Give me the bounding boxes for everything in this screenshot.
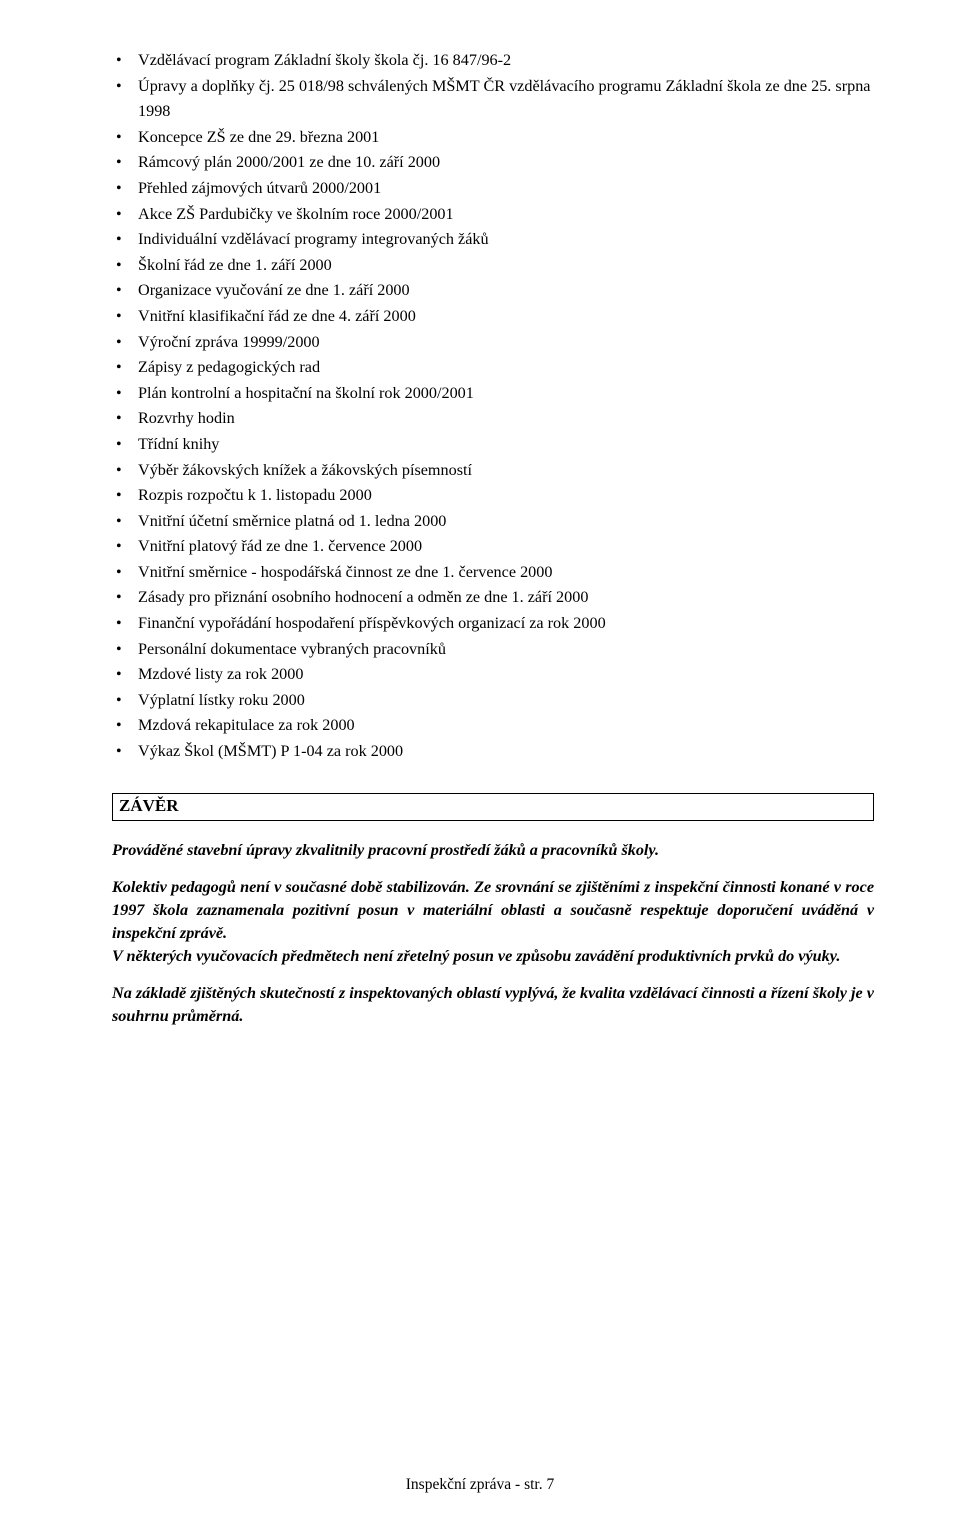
list-item: Vzdělávací program Základní školy škola …	[112, 48, 874, 74]
bullet-list: Vzdělávací program Základní školy škola …	[112, 48, 874, 765]
list-item: Výroční zpráva 19999/2000	[112, 330, 874, 356]
list-item: Individuální vzdělávací programy integro…	[112, 227, 874, 253]
page-footer: Inspekční zpráva - str. 7	[0, 1476, 960, 1494]
list-item: Mzdové listy za rok 2000	[112, 662, 874, 688]
list-item: Úpravy a doplňky čj. 25 018/98 schválený…	[112, 74, 874, 125]
list-item: Vnitřní klasifikační řád ze dne 4. září …	[112, 304, 874, 330]
list-item: Třídní knihy	[112, 432, 874, 458]
list-item: Organizace vyučování ze dne 1. září 2000	[112, 278, 874, 304]
list-item: Finanční vypořádání hospodaření příspěvk…	[112, 611, 874, 637]
list-item: Rámcový plán 2000/2001 ze dne 10. září 2…	[112, 150, 874, 176]
list-item: Výkaz Škol (MŠMT) P 1-04 za rok 2000	[112, 739, 874, 765]
list-item: Rozpis rozpočtu k 1. listopadu 2000	[112, 483, 874, 509]
list-item: Výplatní lístky roku 2000	[112, 688, 874, 714]
list-item: Vnitřní směrnice - hospodářská činnost z…	[112, 560, 874, 586]
list-item: Zápisy z pedagogických rad	[112, 355, 874, 381]
list-item: Vnitřní účetní směrnice platná od 1. led…	[112, 509, 874, 535]
list-item: Školní řád ze dne 1. září 2000	[112, 253, 874, 279]
list-item: Výběr žákovských knížek a žákovských pís…	[112, 458, 874, 484]
section-title: ZÁVĚR	[119, 796, 179, 815]
conclusion-paragraph-3: V některých vyučovacích předmětech není …	[112, 945, 874, 968]
list-item: Personální dokumentace vybraných pracovn…	[112, 637, 874, 663]
list-item: Přehled zájmových útvarů 2000/2001	[112, 176, 874, 202]
conclusion-paragraph-2: Kolektiv pedagogů není v současné době s…	[112, 876, 874, 945]
list-item: Plán kontrolní a hospitační na školní ro…	[112, 381, 874, 407]
list-item: Mzdová rekapitulace za rok 2000	[112, 713, 874, 739]
conclusion-paragraph-1: Prováděné stavební úpravy zkvalitnily pr…	[112, 839, 874, 862]
list-item: Rozvrhy hodin	[112, 406, 874, 432]
section-title-box: ZÁVĚR	[112, 793, 874, 821]
list-item: Zásady pro přiznání osobního hodnocení a…	[112, 585, 874, 611]
document-page: Vzdělávací program Základní školy škola …	[0, 0, 960, 1532]
list-item: Vnitřní platový řád ze dne 1. července 2…	[112, 534, 874, 560]
list-item: Akce ZŠ Pardubičky ve školním roce 2000/…	[112, 202, 874, 228]
list-item: Koncepce ZŠ ze dne 29. března 2001	[112, 125, 874, 151]
conclusion-paragraph-4: Na základě zjištěných skutečností z insp…	[112, 982, 874, 1028]
